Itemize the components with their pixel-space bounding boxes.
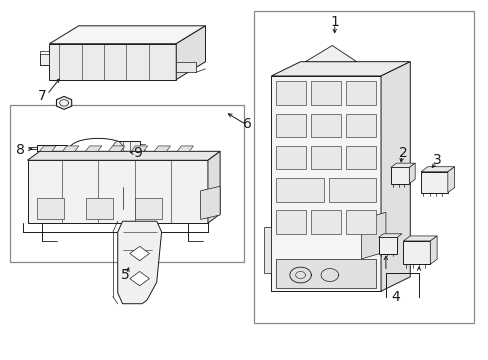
Bar [276,81,305,105]
Polygon shape [27,160,207,223]
Bar [346,211,375,234]
Polygon shape [403,236,436,241]
Bar [37,198,64,220]
Polygon shape [378,234,401,237]
Text: 1: 1 [329,15,339,29]
Polygon shape [176,26,205,80]
Text: 9: 9 [133,146,142,160]
Polygon shape [49,26,205,44]
Polygon shape [27,151,220,160]
Text: 6: 6 [242,117,251,131]
Bar [310,211,341,234]
Polygon shape [200,186,220,220]
Polygon shape [177,146,193,151]
Polygon shape [429,236,436,264]
Polygon shape [390,163,414,167]
Polygon shape [271,62,409,76]
Polygon shape [361,212,385,259]
Bar [10,105,244,262]
Bar [346,146,375,169]
Bar [310,146,341,169]
Bar [346,114,375,137]
Polygon shape [57,96,72,109]
Text: 5: 5 [121,268,129,282]
Bar [276,146,305,169]
Polygon shape [420,167,454,172]
Polygon shape [403,241,429,264]
Polygon shape [271,76,380,291]
Text: 4: 4 [390,289,399,303]
Bar [276,114,305,137]
Polygon shape [447,167,454,193]
Polygon shape [37,145,66,151]
Polygon shape [305,45,356,62]
Bar [328,178,375,202]
Polygon shape [176,62,195,72]
Polygon shape [131,146,147,151]
Polygon shape [85,146,102,151]
Text: 2: 2 [398,146,407,160]
Polygon shape [378,237,396,253]
Bar [86,198,113,220]
Polygon shape [207,151,220,223]
Polygon shape [40,54,49,65]
Polygon shape [108,146,124,151]
Polygon shape [113,141,122,156]
Polygon shape [408,163,414,184]
Bar [254,12,473,323]
Bar [310,114,341,137]
Polygon shape [420,172,447,193]
Polygon shape [276,259,375,288]
Text: 3: 3 [432,153,441,167]
Polygon shape [264,226,271,273]
Polygon shape [154,146,170,151]
Polygon shape [390,167,408,184]
Polygon shape [62,146,79,151]
Text: 8: 8 [16,143,24,157]
Bar [310,81,341,105]
Text: 7: 7 [38,89,46,103]
Polygon shape [40,146,56,151]
Polygon shape [118,221,161,304]
Polygon shape [118,141,140,156]
Bar [276,178,323,202]
Bar [346,81,375,105]
Bar [135,198,161,220]
Polygon shape [49,44,176,80]
Bar [276,211,305,234]
Polygon shape [130,246,149,261]
Polygon shape [130,271,149,286]
Polygon shape [380,62,409,291]
